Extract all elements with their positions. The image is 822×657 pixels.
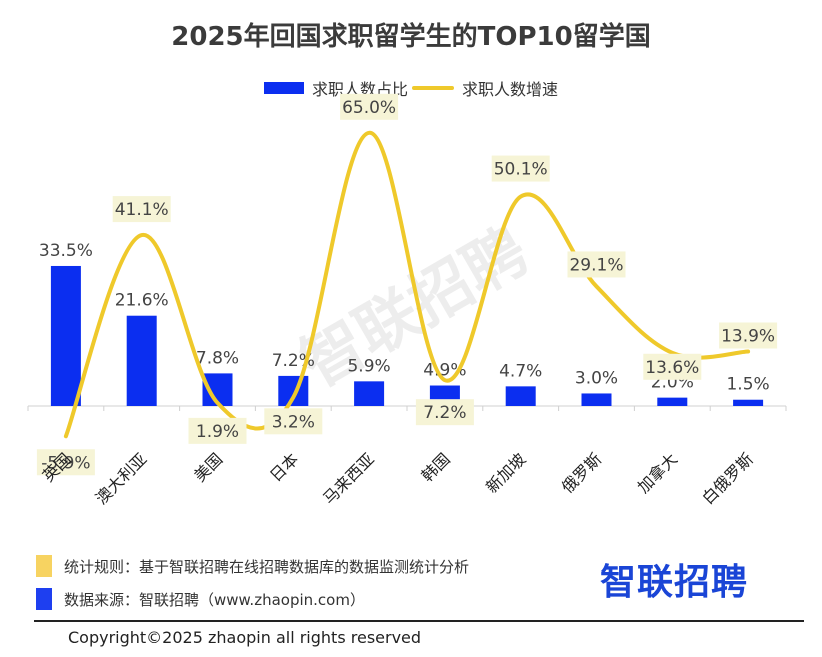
x-tick-label: 俄罗斯: [558, 449, 605, 496]
x-tick-label: 白俄罗斯: [698, 449, 757, 508]
line-path: [63, 130, 751, 439]
line-data-label: 7.2%: [423, 403, 466, 423]
line-data-label-bg: [719, 322, 778, 349]
line-data-label-bg: [340, 93, 399, 120]
footer-source: 数据来源：智联招聘（www.zhaopin.com）: [36, 588, 365, 610]
x-tick-label: 新加坡: [482, 449, 529, 496]
line-data-label: -5.9%: [41, 453, 90, 473]
source-text: 数据来源：智联招聘（www.zhaopin.com）: [64, 590, 365, 609]
footer-divider: [34, 620, 804, 622]
line-data-label: 50.1%: [494, 160, 548, 180]
line-data-label-bg: [567, 251, 626, 278]
line-data-labels: -5.9% 41.1% 1.9% 3.2% 65.0% 7.2% 50.1% 29.1% 13.…: [36, 93, 778, 476]
legend-item-line: 求职人数增速: [408, 76, 558, 100]
line-data-label-bg: [643, 353, 702, 380]
line-data-label-bg: [188, 417, 247, 444]
bar-data-label: 4.7%: [499, 361, 542, 381]
copyright-text: Copyright©2025 zhaopin all rights reserv…: [68, 628, 422, 647]
line-data-label: 29.1%: [569, 255, 623, 275]
bar-data-label: 3.0%: [575, 368, 618, 388]
brand-logo: 智联招聘: [600, 553, 748, 605]
line-data-label: 13.6%: [645, 358, 699, 378]
chart-title: 2025年回国求职留学生的TOP10留学国: [171, 22, 651, 52]
bar-series: [50, 265, 764, 406]
bar: [354, 381, 385, 406]
legend-swatch-line: [412, 86, 454, 90]
bar: [50, 265, 81, 406]
x-tick-labels: 英国 澳大利亚 美国 日本 马来西亚 韩国 新加坡 俄罗斯 加拿大 白俄罗斯: [39, 449, 757, 508]
x-tick-label: 韩国: [418, 449, 454, 485]
bar: [505, 386, 536, 406]
bar: [126, 315, 157, 406]
x-tick-label: 澳大利亚: [92, 449, 151, 508]
bar: [733, 399, 764, 406]
bar-data-label: 1.5%: [726, 375, 769, 395]
x-tick-label: 加拿大: [634, 449, 681, 496]
brand-text: 智联招聘: [600, 562, 749, 603]
bar-data-label: 7.8%: [196, 348, 239, 368]
line-data-label: 3.2%: [272, 412, 315, 432]
line-data-label-bg: [264, 408, 323, 435]
bar: [657, 397, 688, 406]
legend-label-line: 求职人数增速: [462, 80, 559, 99]
x-tick-label: 马来西亚: [319, 449, 378, 508]
bar-data-label: 33.5%: [39, 241, 93, 261]
line-data-label-bg: [36, 449, 95, 476]
x-axis: [27, 405, 787, 411]
legend-swatch-bar: [263, 82, 304, 94]
line-data-label: 65.0%: [342, 98, 396, 118]
line-series: [63, 130, 751, 439]
line-data-label-bg: [112, 196, 171, 223]
line-data-label-bg: [415, 399, 474, 426]
bar: [581, 393, 612, 406]
rule-swatch: [36, 555, 52, 577]
line-data-label: 13.9%: [721, 327, 775, 347]
source-swatch: [36, 588, 52, 610]
line-data-label: 1.9%: [196, 422, 239, 442]
rule-text: 统计规则：基于智联招聘在线招聘数据库的数据监测统计分析: [64, 557, 470, 576]
bar-data-label: 5.9%: [347, 356, 390, 376]
line-data-label: 41.1%: [115, 200, 169, 220]
bar: [278, 375, 309, 406]
chart-plot: 智联招聘 33.5%21.6%7.8% 7.2% 5.9% 4.9% 4.7% 3.0% 2…: [27, 93, 787, 508]
footer-rule: 统计规则：基于智联招聘在线招聘数据库的数据监测统计分析: [36, 555, 469, 577]
x-tick-label: 美国: [190, 449, 226, 485]
x-tick-label: 日本: [266, 449, 302, 485]
line-data-label-bg: [491, 155, 550, 182]
bar-data-label: 21.6%: [115, 291, 169, 311]
